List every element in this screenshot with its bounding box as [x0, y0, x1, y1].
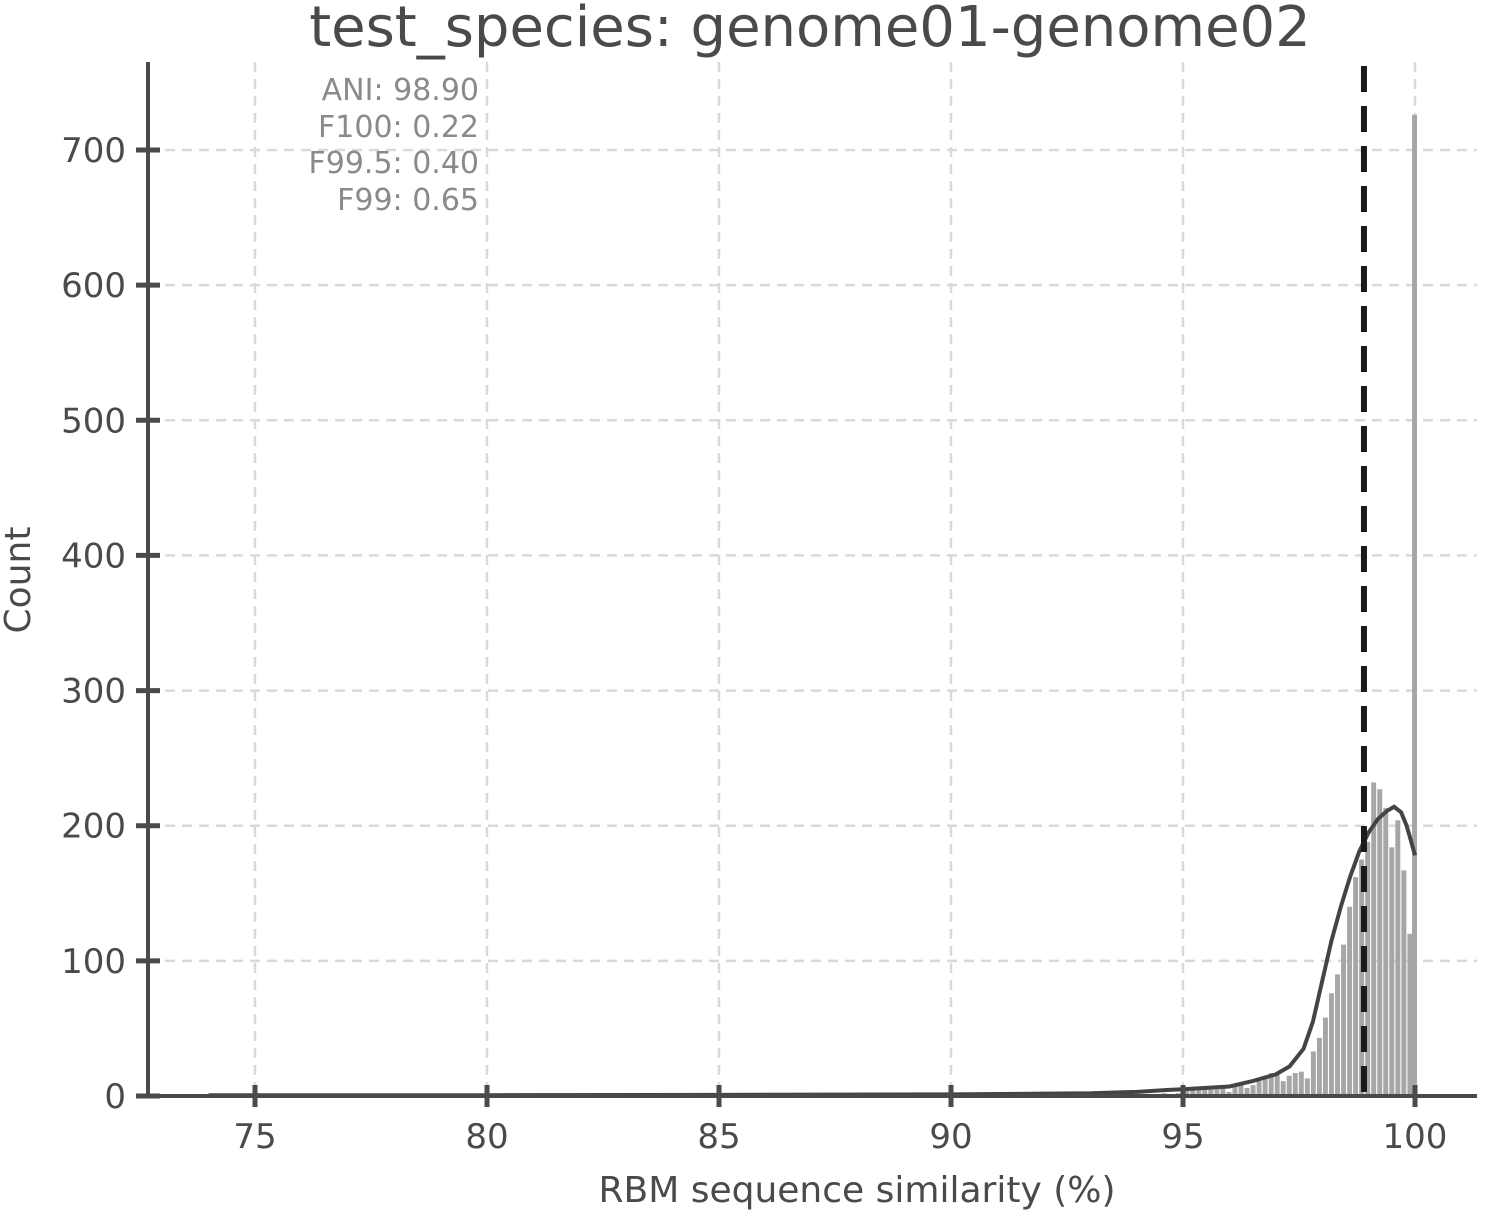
histogram-bar [1220, 1087, 1226, 1096]
histogram-bar [1335, 974, 1340, 1096]
chart-title: test_species: genome01-genome02 [309, 0, 1311, 60]
histogram-bar [1268, 1073, 1274, 1096]
y-tick-label: 100 [61, 942, 126, 982]
histogram-bar [1347, 906, 1353, 1096]
y-tick-label: 500 [61, 401, 126, 441]
y-tick-label: 700 [61, 131, 126, 171]
histogram-bar [1298, 1071, 1304, 1096]
histogram-bar [1365, 841, 1371, 1096]
histogram-bar [1329, 993, 1334, 1096]
x-tick-label: 80 [465, 1117, 508, 1157]
histogram-bar [1262, 1077, 1268, 1096]
histogram-bar [1226, 1091, 1232, 1096]
histogram-bar [1316, 1037, 1322, 1096]
histogram-bar [1341, 944, 1347, 1096]
histogram-bar [1208, 1089, 1214, 1096]
x-tick-label: 75 [233, 1117, 276, 1157]
histogram-bar [1292, 1073, 1298, 1096]
histogram-bar [1359, 859, 1365, 1096]
y-tick-label: 0 [104, 1077, 126, 1117]
histogram-bar [1322, 1017, 1328, 1096]
histogram-bar [1389, 847, 1395, 1096]
histogram-bar [1214, 1089, 1220, 1096]
x-tick-label: 100 [1383, 1117, 1448, 1157]
histogram-bar [1412, 114, 1418, 1096]
histogram-bar [1274, 1074, 1280, 1096]
histogram-bar [1353, 877, 1359, 1096]
histogram-bar [1377, 789, 1383, 1096]
histogram-bar [1184, 1090, 1190, 1096]
histogram-bar [1310, 1051, 1316, 1096]
histogram-bar [1304, 1078, 1310, 1096]
histogram-bar [1383, 808, 1389, 1096]
x-tick-label: 95 [1161, 1117, 1204, 1157]
f99-annotation: F99: 0.65 [337, 183, 479, 218]
histogram-bar [1190, 1087, 1196, 1096]
y-tick-label: 600 [61, 266, 126, 306]
y-tick-label: 400 [61, 536, 126, 576]
histogram-bar [1232, 1086, 1238, 1096]
f100-annotation: F100: 0.22 [318, 110, 479, 145]
kde-layer [208, 66, 1417, 1098]
histogram-bar [1196, 1086, 1202, 1096]
histogram-bar [1371, 782, 1377, 1096]
f995-annotation: F99.5: 0.40 [309, 146, 480, 181]
bars-layer [206, 114, 1418, 1097]
axes-layer [136, 62, 1477, 1098]
histogram-bar [1202, 1089, 1208, 1096]
x-axis-label: RBM sequence similarity (%) [599, 1170, 1116, 1211]
histogram-bar [1286, 1075, 1292, 1096]
annotation-block: ANI: 98.90 F100: 0.22 F99.5: 0.40 F99: 0… [309, 73, 480, 218]
x-tick-label: 85 [697, 1117, 740, 1157]
histogram-bar [1395, 820, 1401, 1096]
histogram-bar [1256, 1081, 1262, 1096]
kde-curve [208, 804, 1417, 1098]
histogram-bar [1401, 870, 1407, 1096]
y-tick-label: 300 [61, 672, 126, 712]
ticks-layer: 75 80 85 90 95 100 0 100 200 300 400 500 600 700 [61, 131, 1447, 1157]
histogram-bar [1250, 1085, 1256, 1096]
histogram-bar [1244, 1087, 1250, 1096]
histogram-bar [1280, 1081, 1286, 1096]
grid-layer [148, 62, 1477, 1096]
ani-annotation: ANI: 98.90 [322, 73, 479, 108]
x-tick-label: 90 [929, 1117, 972, 1157]
y-tick-label: 200 [61, 807, 126, 847]
histogram-bar [1238, 1085, 1244, 1096]
y-axis-label: Count [0, 527, 39, 634]
histogram-bar [1407, 933, 1413, 1096]
